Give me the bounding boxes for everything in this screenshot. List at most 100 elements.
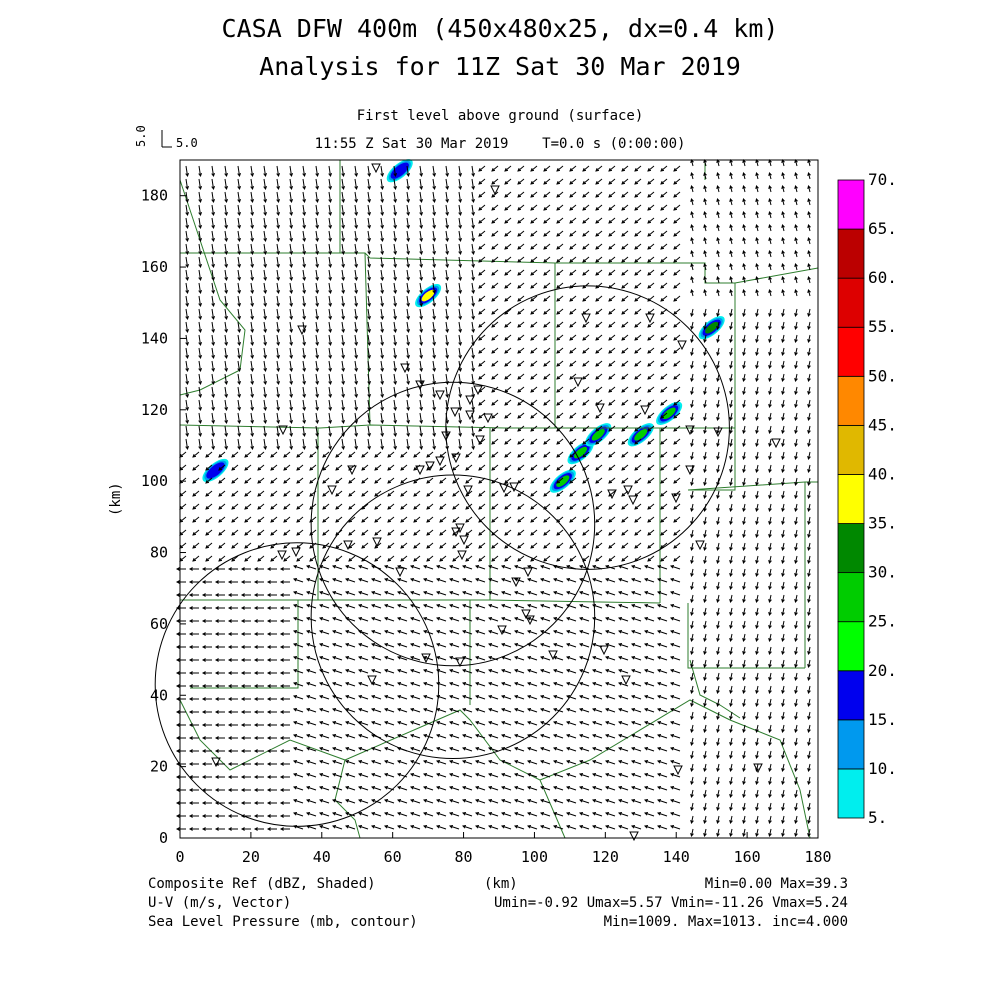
wind-vector bbox=[205, 477, 213, 484]
wind-vector bbox=[592, 682, 603, 687]
wind-vector bbox=[302, 412, 305, 424]
wind-vector bbox=[250, 256, 253, 268]
wind-vector bbox=[302, 178, 305, 190]
wind-vector bbox=[647, 542, 655, 549]
wind-vector-head bbox=[579, 811, 584, 816]
wind-vector-head bbox=[263, 342, 268, 347]
wind-vector-head bbox=[530, 194, 535, 198]
wind-vector bbox=[782, 711, 785, 720]
wind-vector-head bbox=[504, 506, 509, 510]
wind-vector-head bbox=[634, 246, 639, 250]
wind-vector bbox=[465, 516, 473, 523]
wind-vector-head bbox=[566, 681, 571, 686]
wind-vector bbox=[691, 334, 694, 343]
wind-vector bbox=[478, 178, 486, 185]
wind-vector bbox=[419, 217, 422, 229]
wind-vector bbox=[185, 243, 188, 255]
wind-vector-head bbox=[690, 325, 694, 331]
wind-vector-head bbox=[354, 303, 359, 308]
wind-vector bbox=[566, 799, 577, 804]
wind-vector bbox=[569, 217, 577, 224]
wind-vector-head bbox=[397, 733, 402, 738]
wind-vector bbox=[756, 711, 759, 720]
wind-vector bbox=[250, 321, 253, 333]
wind-vector-head bbox=[240, 788, 245, 792]
wind-vector bbox=[328, 347, 331, 359]
wind-vector bbox=[660, 204, 668, 211]
wind-vector bbox=[704, 386, 707, 395]
wind-vector bbox=[452, 542, 460, 549]
wind-vector bbox=[605, 682, 616, 687]
wind-vector-head bbox=[413, 558, 418, 562]
wind-vector bbox=[185, 425, 188, 437]
wind-vector-head bbox=[214, 827, 219, 831]
wind-vector bbox=[501, 760, 512, 765]
wind-vector-head bbox=[657, 733, 662, 738]
wind-vector bbox=[302, 282, 305, 294]
wind-vector-head bbox=[227, 567, 232, 571]
wind-vector bbox=[592, 721, 603, 726]
wind-vector-head bbox=[175, 645, 180, 649]
wind-vector bbox=[293, 669, 304, 674]
wind-vector bbox=[462, 682, 473, 687]
wind-vector bbox=[358, 773, 369, 778]
wind-vector-head bbox=[214, 788, 219, 792]
wind-vector-head bbox=[491, 506, 496, 510]
wind-vector-head bbox=[345, 694, 350, 699]
wind-vector bbox=[397, 760, 408, 765]
wind-vector-head bbox=[569, 545, 574, 549]
wind-vector-head bbox=[755, 325, 759, 331]
wind-vector bbox=[179, 503, 187, 510]
wind-vector bbox=[631, 812, 642, 817]
wind-vector-head bbox=[270, 493, 275, 497]
wind-vector bbox=[634, 165, 642, 172]
wind-vector-head bbox=[703, 767, 707, 773]
wind-vector-head bbox=[608, 181, 613, 185]
wind-vector bbox=[491, 503, 499, 510]
wind-vector-head bbox=[322, 519, 327, 523]
wind-vector-head bbox=[293, 811, 298, 816]
wind-vector-head bbox=[201, 736, 206, 740]
wind-vector bbox=[504, 334, 512, 341]
wind-vector-head bbox=[621, 415, 626, 419]
wind-vector bbox=[795, 464, 798, 473]
wind-vector-head bbox=[341, 251, 346, 256]
wind-vector bbox=[332, 708, 343, 713]
wind-vector-head bbox=[345, 655, 350, 660]
wind-vector bbox=[782, 737, 785, 746]
wind-vector-head bbox=[768, 325, 772, 331]
wind-vector bbox=[358, 591, 369, 596]
wind-vector-head bbox=[185, 342, 190, 347]
wind-vector bbox=[367, 191, 370, 203]
wind-vector-head bbox=[742, 262, 746, 268]
wind-vector bbox=[211, 217, 214, 229]
wind-vector-head bbox=[371, 811, 376, 816]
wind-vector bbox=[302, 165, 305, 177]
wind-vector bbox=[756, 412, 759, 421]
wind-vector-head bbox=[768, 494, 772, 500]
wind-vector bbox=[647, 373, 655, 380]
wind-vector-head bbox=[647, 272, 652, 276]
wind-vector-head bbox=[491, 441, 496, 445]
wind-vector-head bbox=[755, 780, 759, 786]
wind-vector-head bbox=[582, 324, 587, 328]
wind-vector bbox=[328, 204, 331, 216]
wind-vector bbox=[179, 555, 187, 562]
wind-vector-head bbox=[647, 376, 652, 380]
wind-vector bbox=[491, 334, 499, 341]
wind-vector bbox=[717, 373, 720, 382]
wind-vector-head bbox=[608, 519, 613, 523]
wind-vector-head bbox=[270, 532, 275, 536]
wind-vector-head bbox=[266, 593, 271, 597]
wind-vector bbox=[393, 373, 396, 385]
wind-vector-head bbox=[781, 197, 785, 203]
wind-vector-head bbox=[742, 533, 746, 539]
wind-vector bbox=[211, 204, 214, 216]
wind-vector-head bbox=[367, 433, 372, 438]
wind-vector-head bbox=[471, 316, 476, 321]
wind-vector-head bbox=[657, 564, 662, 569]
wind-vector-head bbox=[436, 577, 441, 582]
wind-vector-head bbox=[198, 212, 203, 217]
reflectivity-cell bbox=[634, 428, 648, 441]
wind-vector bbox=[270, 529, 278, 536]
